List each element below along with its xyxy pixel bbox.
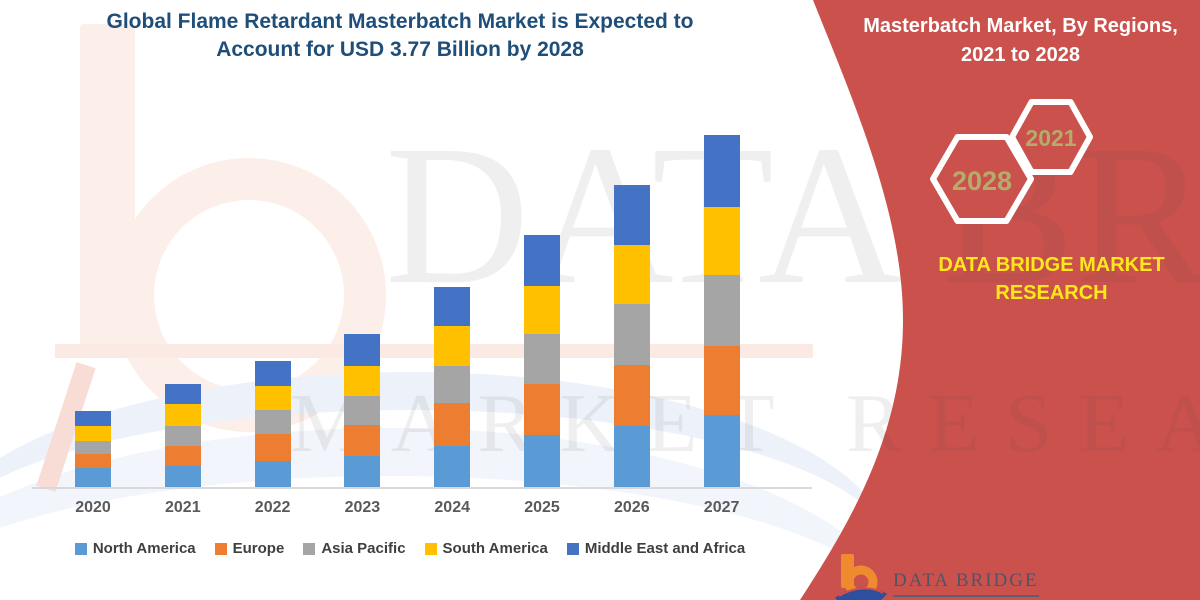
chart-title-line1: Global Flame Retardant Masterbatch Marke… xyxy=(106,10,694,33)
legend-swatch-icon xyxy=(303,542,316,555)
bar-segment-2023-north-america xyxy=(344,455,381,487)
footer-logo: DATA BRIDGE MARKET RESEARCH xyxy=(835,552,1165,600)
legend-label: Asia Pacific xyxy=(321,540,406,557)
bar-2025 xyxy=(524,235,560,487)
brand-text-line1: DATA BRIDGE MARKET xyxy=(938,254,1165,276)
legend-item-europe: Europe xyxy=(214,540,285,557)
x-axis-label-2022: 2022 xyxy=(254,499,291,516)
bar-segment-2024-europe xyxy=(434,402,471,446)
bar-segment-2022-asia-pacific xyxy=(254,409,291,435)
bar-2021 xyxy=(164,384,201,487)
panel-heading-line1: Masterbatch Market, By Regions, xyxy=(863,15,1178,37)
bar-segment-2025-north-america xyxy=(524,435,560,487)
hexagon-2028 xyxy=(930,134,1034,224)
hexagon-2021 xyxy=(1009,99,1093,175)
bar-2026 xyxy=(613,185,650,487)
bar-segment-2020-middle-east-and-africa xyxy=(75,410,111,427)
legend-item-middle-east-and-africa: Middle East and Africa xyxy=(566,540,746,557)
bar-segment-2023-asia-pacific xyxy=(344,395,381,426)
bar-segment-2023-middle-east-and-africa xyxy=(344,334,381,367)
x-axis-label-2020: 2020 xyxy=(75,499,111,516)
hexagon-2021-label: 2021 xyxy=(1025,125,1077,151)
bar-2023 xyxy=(344,334,381,487)
x-axis-label-2021: 2021 xyxy=(165,499,201,516)
bar-segment-2020-asia-pacific xyxy=(75,440,111,454)
x-axis-label-2025: 2025 xyxy=(524,499,560,516)
bar-segment-2023-south-america xyxy=(344,366,381,396)
bar-segment-2020-south-america xyxy=(75,426,111,441)
bar-segment-2027-europe xyxy=(703,345,740,416)
bar-segment-2021-middle-east-and-africa xyxy=(164,384,201,404)
brand-text-line2: RESEARCH xyxy=(995,282,1108,304)
bar-segment-2026-middle-east-and-africa xyxy=(613,185,650,245)
legend-swatch-icon xyxy=(214,542,227,555)
bar-segment-2027-middle-east-and-africa xyxy=(703,135,740,207)
legend-item-asia-pacific: Asia Pacific xyxy=(303,540,406,557)
chart-legend: North America Europe Asia Pacific South Ame… xyxy=(25,540,795,557)
bar-segment-2024-north-america xyxy=(434,445,471,487)
bar-segment-2020-north-america xyxy=(75,468,111,487)
bar-2022 xyxy=(254,360,291,487)
legend-swatch-icon xyxy=(424,542,437,555)
bar-segment-2025-europe xyxy=(524,384,560,436)
bar-2027 xyxy=(703,135,740,487)
bar-segment-2022-europe xyxy=(254,434,291,461)
legend-item-south-america: South America xyxy=(424,540,548,557)
plot-area: 2020 2021 2022 2023 2024 2025 2026 2027 xyxy=(32,135,812,516)
bar-segment-2021-europe xyxy=(164,445,201,467)
x-axis-label-2027: 2027 xyxy=(703,499,740,516)
legend-label: North America xyxy=(92,540,196,557)
panel-heading-line2: 2021 to 2028 xyxy=(961,44,1080,66)
bar-segment-2021-north-america xyxy=(164,466,201,487)
bar-2024 xyxy=(434,287,471,487)
bar-segment-2021-asia-pacific xyxy=(164,426,201,446)
footer-logo-name: DATA BRIDGE xyxy=(893,570,1039,597)
bar-segment-2026-asia-pacific xyxy=(613,303,650,365)
bar-2020 xyxy=(75,410,111,487)
legend-label: Middle East and Africa xyxy=(584,540,746,557)
bar-segment-2024-middle-east-and-africa xyxy=(434,287,471,327)
bar-segment-2025-south-america xyxy=(524,286,560,335)
bar-segment-2022-middle-east-and-africa xyxy=(254,360,291,387)
x-axis-line xyxy=(32,487,812,489)
x-axis-label-2023: 2023 xyxy=(344,499,381,516)
bar-segment-2022-south-america xyxy=(254,386,291,410)
legend-swatch-icon xyxy=(566,542,579,555)
footer-logo-subtitle: MARKET RESEARCH xyxy=(893,597,1084,600)
legend-item-north-america: North America xyxy=(74,540,196,557)
brand-text: DATA BRIDGE MARKET RESEARCH xyxy=(903,251,1200,307)
chart-title: Global Flame Retardant Masterbatch Marke… xyxy=(50,8,750,64)
bar-segment-2027-asia-pacific xyxy=(703,275,740,346)
bar-segment-2027-north-america xyxy=(703,415,740,487)
x-axis-label-2026: 2026 xyxy=(614,499,650,516)
legend-label: South America xyxy=(442,540,548,557)
bar-segment-2021-south-america xyxy=(164,403,201,427)
bar-segment-2025-middle-east-and-africa xyxy=(524,235,560,287)
bar-segment-2024-asia-pacific xyxy=(434,365,471,403)
bar-segment-2026-europe xyxy=(613,364,650,427)
chart-title-line2: Account for USD 3.77 Billion by 2028 xyxy=(216,38,584,61)
legend-label: Europe xyxy=(232,540,285,557)
bar-segment-2025-asia-pacific xyxy=(524,334,560,385)
bar-segment-2020-europe xyxy=(75,453,111,469)
bar-segment-2026-south-america xyxy=(613,244,650,304)
bar-segment-2027-south-america xyxy=(703,206,740,276)
bar-segment-2022-north-america xyxy=(254,460,291,487)
bar-segment-2023-europe xyxy=(344,425,381,456)
hexagon-2028-label: 2028 xyxy=(951,166,1013,196)
x-axis-label-2024: 2024 xyxy=(434,499,470,516)
bar-segment-2026-north-america xyxy=(613,426,650,487)
data-bridge-logo-icon xyxy=(835,554,887,600)
bar-segment-2024-south-america xyxy=(434,326,471,366)
panel-heading: Masterbatch Market, By Regions, 2021 to … xyxy=(848,12,1193,70)
legend-swatch-icon xyxy=(74,542,87,555)
